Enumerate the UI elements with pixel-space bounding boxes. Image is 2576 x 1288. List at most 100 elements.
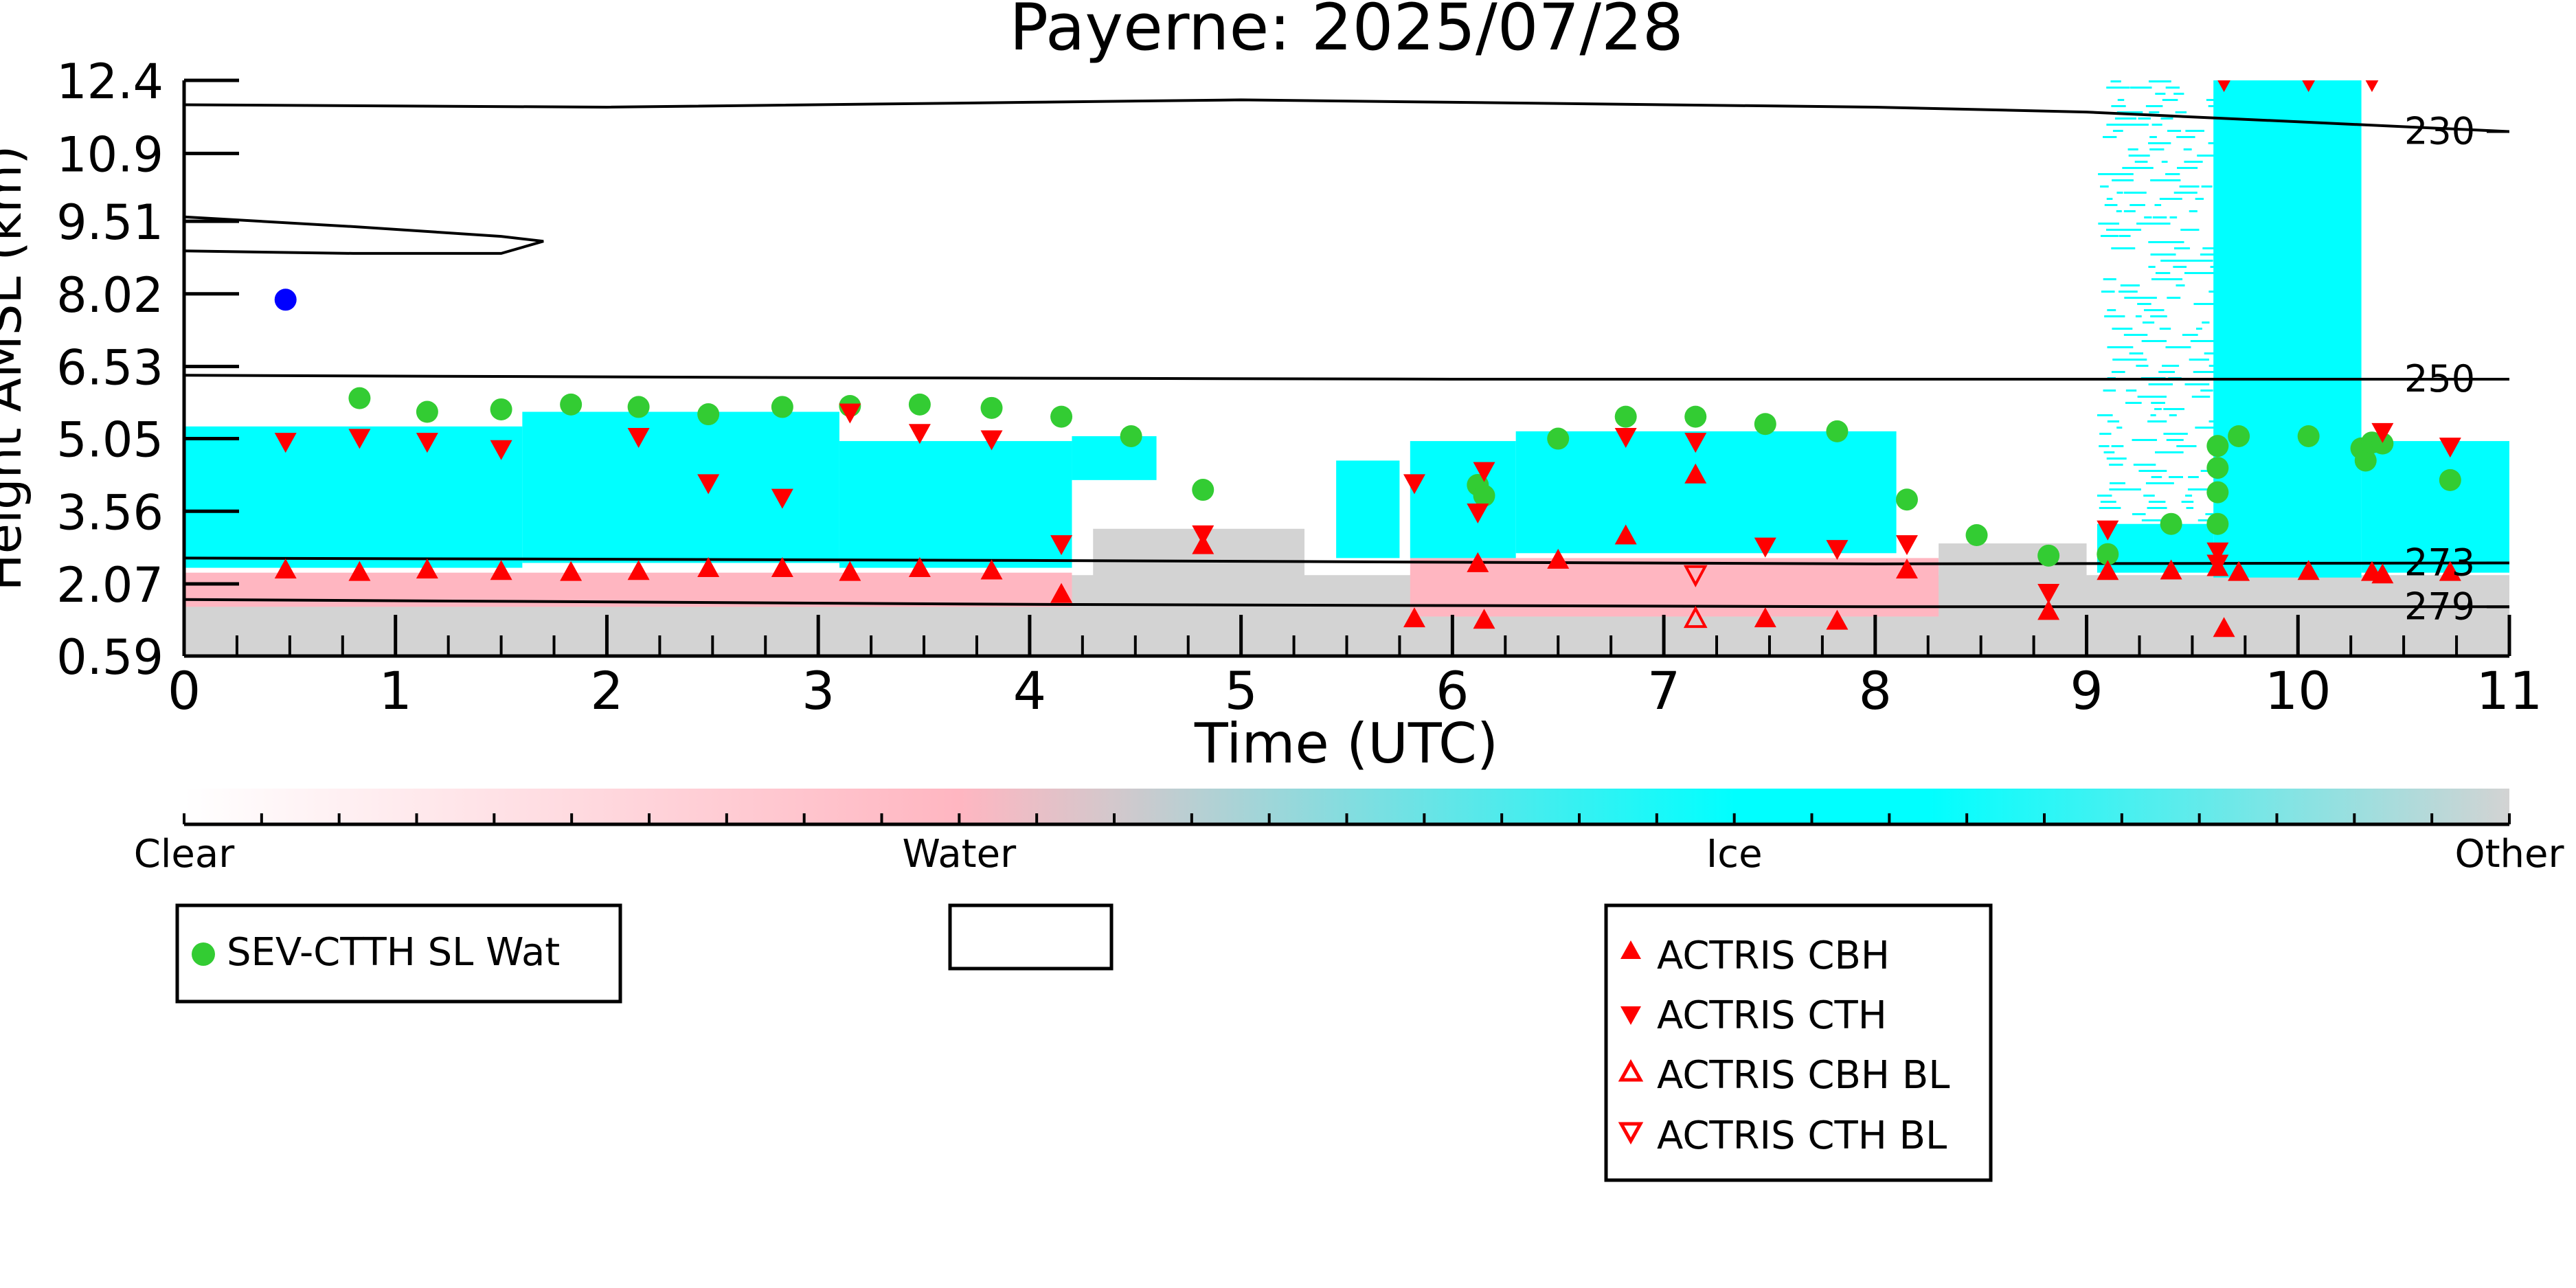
region-speck	[2153, 402, 2165, 404]
x-ticks: 0 1 2 3 4 5 6 7 8 9 10 11	[168, 615, 2543, 721]
region-speck	[2189, 260, 2213, 262]
marker-sev-ctth-sl-wat	[627, 396, 650, 418]
region-speck	[2197, 519, 2213, 521]
region-ice	[1072, 436, 1157, 480]
marker-sev-ctth-sl-wat	[2097, 543, 2119, 565]
region-speck	[2159, 328, 2171, 330]
region-speck	[2195, 328, 2202, 330]
region-speck	[2120, 284, 2137, 286]
region-speck	[2138, 470, 2160, 472]
region-speck	[2128, 229, 2142, 231]
marker-sev-ctth-sl-wat	[1965, 524, 1988, 547]
region-speck	[2201, 303, 2219, 305]
marker-actris-cth	[2206, 542, 2229, 563]
region-speck	[2185, 495, 2193, 497]
legend-satellite-frame	[175, 903, 622, 1004]
region-speck	[2176, 445, 2197, 447]
colorbar-ticks	[183, 813, 2511, 824]
region-speck	[2107, 420, 2120, 422]
marker-sev-ctth-sl-wat	[2228, 425, 2250, 447]
region-speck	[2185, 130, 2204, 132]
region-speck	[2148, 80, 2165, 82]
region-speck	[2200, 340, 2226, 342]
marker-sev-ctth-sl-wat	[908, 393, 931, 416]
region-speck	[2106, 457, 2116, 460]
region-speck	[2191, 396, 2211, 398]
region-speck	[2186, 507, 2194, 509]
region-speck	[2189, 210, 2197, 212]
marker-sev-ctth-sl-wat	[2206, 435, 2229, 457]
classification-regions	[184, 80, 2509, 656]
marker-actris-cbh	[490, 560, 512, 580]
legend-empty	[948, 903, 1114, 971]
marker-actris-cbh	[348, 561, 371, 581]
region-speck	[2162, 365, 2180, 367]
region-speck	[2188, 476, 2199, 478]
region-speck	[2114, 457, 2127, 460]
region-ice	[522, 411, 839, 563]
marker-actris-cbh	[1467, 552, 1489, 572]
region-speck	[2110, 482, 2125, 484]
marker-actris-cbh-bl	[1683, 605, 1708, 629]
legends: SEV-CTTH SL Wat ACTRIS CBH ACTRIS CTH AC…	[175, 903, 1993, 1182]
region-speck	[2116, 427, 2123, 429]
x-tick-label: 11	[2476, 660, 2543, 721]
chart-title: Payerne: 2025/07/28	[1009, 0, 1683, 65]
region-speck	[2144, 321, 2155, 324]
region-speck	[2128, 155, 2150, 157]
marker-sev-ctth-sl-wat	[2354, 449, 2377, 472]
marker-actris-cbh	[1754, 607, 1776, 628]
y-tick-label: 8.02	[56, 267, 163, 324]
region-speck	[2121, 488, 2141, 490]
colorbar-label: Ice	[1706, 832, 1763, 877]
region-speck	[2106, 87, 2130, 89]
region-speck	[2106, 198, 2113, 200]
marker-sev-ctth-sl-wat	[2206, 512, 2229, 535]
axes: 0 1 2 3 4 5 6 7 8 9 10 11 0.59 2.07 3.56 5.05 6.53 8.02 9…	[56, 54, 2542, 721]
marker-actris-cbh	[2371, 563, 2394, 584]
region-speck	[2129, 359, 2147, 361]
marker-sev-ctth-sl-wat	[697, 403, 720, 426]
legend-marker-actris-cbh-bl	[1618, 1059, 1644, 1082]
region-speck	[2147, 420, 2167, 422]
marker-sev-ctth-sl-ice	[274, 289, 297, 311]
region-speck	[2133, 464, 2156, 466]
region-speck	[2128, 167, 2154, 169]
region-speck	[2181, 501, 2194, 503]
legend-label: ACTRIS CTH BL	[1657, 1114, 1947, 1158]
region-speck	[2205, 513, 2216, 515]
region-speck	[2161, 161, 2168, 163]
marker-actris-cth-bl	[1683, 565, 1708, 588]
region-speck	[2101, 291, 2115, 293]
x-axis-label: Time (UTC)	[1194, 712, 1498, 776]
region-speck	[2151, 278, 2178, 280]
region-speck	[2142, 321, 2149, 324]
x-tick-label: 1	[379, 660, 412, 721]
region-speck	[2175, 111, 2187, 113]
marker-actris-cth	[2371, 422, 2394, 443]
isotherm-label: 279	[2404, 585, 2475, 628]
region-speck	[2116, 192, 2123, 194]
region-speck	[2132, 439, 2157, 441]
region-ice	[1410, 441, 1516, 558]
region-speck	[2104, 204, 2118, 206]
colorbar: Clear Water Ice Other	[134, 789, 2564, 877]
region-speck	[2103, 278, 2116, 280]
plot-area	[184, 80, 2509, 656]
region-speck	[2099, 445, 2110, 447]
data-markers	[274, 80, 2461, 637]
region-speck	[2098, 173, 2111, 175]
marker-actris-cbh	[1403, 607, 1425, 628]
region-speck	[2107, 309, 2116, 311]
region-speck	[2180, 229, 2200, 231]
marker-actris-cth	[1684, 433, 1707, 453]
region-speck	[2099, 433, 2112, 435]
marker-sev-ctth-sl-wat	[348, 387, 371, 409]
marker-sev-ctth-sl-wat	[1192, 479, 1214, 501]
region-speck	[2193, 303, 2203, 305]
region-speck	[2141, 519, 2164, 521]
marker-actris-cth	[2206, 554, 2229, 575]
isotherm-label: 250	[2404, 357, 2475, 400]
region-speck	[2102, 136, 2117, 138]
